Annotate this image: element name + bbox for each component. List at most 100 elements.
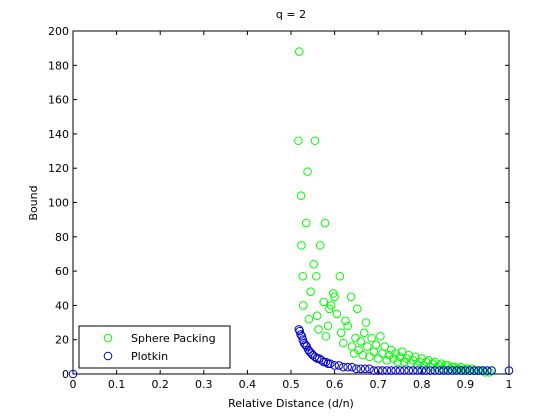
y-tick-label: 120 <box>48 162 69 175</box>
point-plotkin <box>334 361 344 370</box>
point-sphere-packing <box>336 328 346 338</box>
y-tick-label: 160 <box>48 94 69 107</box>
x-tick-label: 0.9 <box>457 378 475 391</box>
point-sphere-packing <box>311 271 321 281</box>
point-plotkin <box>294 325 304 334</box>
point-sphere-packing <box>298 271 308 281</box>
point-plotkin <box>343 362 352 372</box>
point-plotkin <box>404 366 414 375</box>
chart-title: q = 2 <box>276 8 306 21</box>
point-plotkin <box>386 366 396 375</box>
point-plotkin <box>325 359 335 369</box>
legend-box <box>78 325 231 369</box>
point-plotkin <box>417 366 427 375</box>
point-plotkin <box>456 366 466 375</box>
y-tick-label: 200 <box>48 25 69 38</box>
y-tick-label: 80 <box>55 231 69 244</box>
legend-marker-sphere-packing <box>103 333 113 343</box>
x-tick-label: 0 <box>70 378 77 391</box>
point-plotkin <box>469 366 479 375</box>
point-sphere-packing <box>312 311 322 320</box>
y-axis-label: Bound <box>27 185 40 220</box>
point-sphere-packing <box>363 342 372 351</box>
point-sphere-packing <box>463 364 472 374</box>
x-tick-label: 0.2 <box>151 378 169 391</box>
point-sphere-packing <box>472 366 481 375</box>
point-plotkin <box>339 362 348 372</box>
x-tick-label: 0.4 <box>239 378 257 391</box>
axis-ticks: 0 0.1 0.2 0.3 0.4 0.5 0.6 0.7 0.8 0.9 1 0 20 40 60 80 10… <box>48 25 513 391</box>
point-sphere-packing <box>393 357 403 367</box>
point-sphere-packing <box>371 340 381 350</box>
point-sphere-packing <box>421 357 431 367</box>
point-plotkin <box>434 366 444 375</box>
point-sphere-packing <box>352 304 362 314</box>
point-plotkin <box>461 366 470 375</box>
x-tick-label: 0.6 <box>326 378 344 391</box>
point-sphere-packing <box>382 355 392 365</box>
point-plotkin <box>452 366 461 375</box>
point-plotkin <box>317 355 326 365</box>
point-plotkin <box>400 366 409 375</box>
point-plotkin <box>295 326 305 336</box>
point-plotkin <box>421 366 431 375</box>
point-plotkin <box>430 366 440 375</box>
point-sphere-packing <box>339 338 348 348</box>
point-plotkin <box>439 366 448 375</box>
point-sphere-packing <box>319 297 329 307</box>
y-tick-label: 60 <box>55 265 69 278</box>
point-plotkin <box>426 366 435 375</box>
point-plotkin <box>323 359 333 369</box>
point-plotkin <box>360 364 370 374</box>
point-sphere-packing <box>341 316 350 326</box>
point-sphere-packing <box>314 325 323 334</box>
point-sphere-packing <box>380 342 390 351</box>
point-sphere-packing <box>346 292 356 302</box>
x-tick-label: 0.8 <box>413 378 431 391</box>
point-sphere-packing <box>454 364 464 374</box>
legend: Sphere Packing Plotkin <box>78 325 231 369</box>
point-plotkin <box>474 366 483 375</box>
x-tick-label: 0.7 <box>369 378 387 391</box>
point-sphere-packing <box>315 241 325 250</box>
point-plotkin <box>478 366 488 375</box>
point-sphere-packing <box>335 271 345 281</box>
y-tick-label: 140 <box>48 128 69 141</box>
point-plotkin <box>301 340 310 350</box>
point-sphere-packing <box>354 345 363 355</box>
point-plotkin <box>465 366 475 375</box>
point-sphere-packing <box>320 218 330 228</box>
y-tick-label: 40 <box>55 299 69 312</box>
point-plotkin <box>378 366 387 375</box>
point-plotkin <box>356 364 366 374</box>
x-tick-label: 0.1 <box>108 378 126 391</box>
point-sphere-packing <box>367 333 376 343</box>
point-plotkin <box>310 352 320 362</box>
point-plotkin <box>352 364 361 374</box>
point-sphere-packing <box>373 354 383 363</box>
x-tick-label: 0.3 <box>195 378 213 391</box>
point-sphere-packing <box>397 347 407 357</box>
point-plotkin <box>319 357 329 367</box>
point-sphere-packing <box>330 292 339 302</box>
point-sphere-packing <box>485 367 494 377</box>
point-sphere-packing <box>458 366 468 375</box>
legend-marker-plotkin <box>103 351 113 361</box>
point-plotkin <box>312 354 322 363</box>
plot-area <box>72 30 510 375</box>
y-tick-label: 0 <box>62 368 69 381</box>
point-sphere-packing <box>297 241 306 250</box>
point-sphere-packing <box>361 318 371 327</box>
point-sphere-packing <box>303 167 312 176</box>
point-sphere-packing <box>294 47 304 56</box>
point-sphere-packing <box>304 314 314 324</box>
point-plotkin <box>365 364 374 374</box>
point-plotkin <box>391 366 400 375</box>
point-plotkin <box>369 366 379 375</box>
point-sphere-packing <box>476 366 485 375</box>
point-sphere-packing <box>332 309 342 319</box>
point-sphere-packing <box>359 328 369 338</box>
point-plotkin <box>408 366 418 375</box>
point-sphere-packing <box>310 136 320 146</box>
